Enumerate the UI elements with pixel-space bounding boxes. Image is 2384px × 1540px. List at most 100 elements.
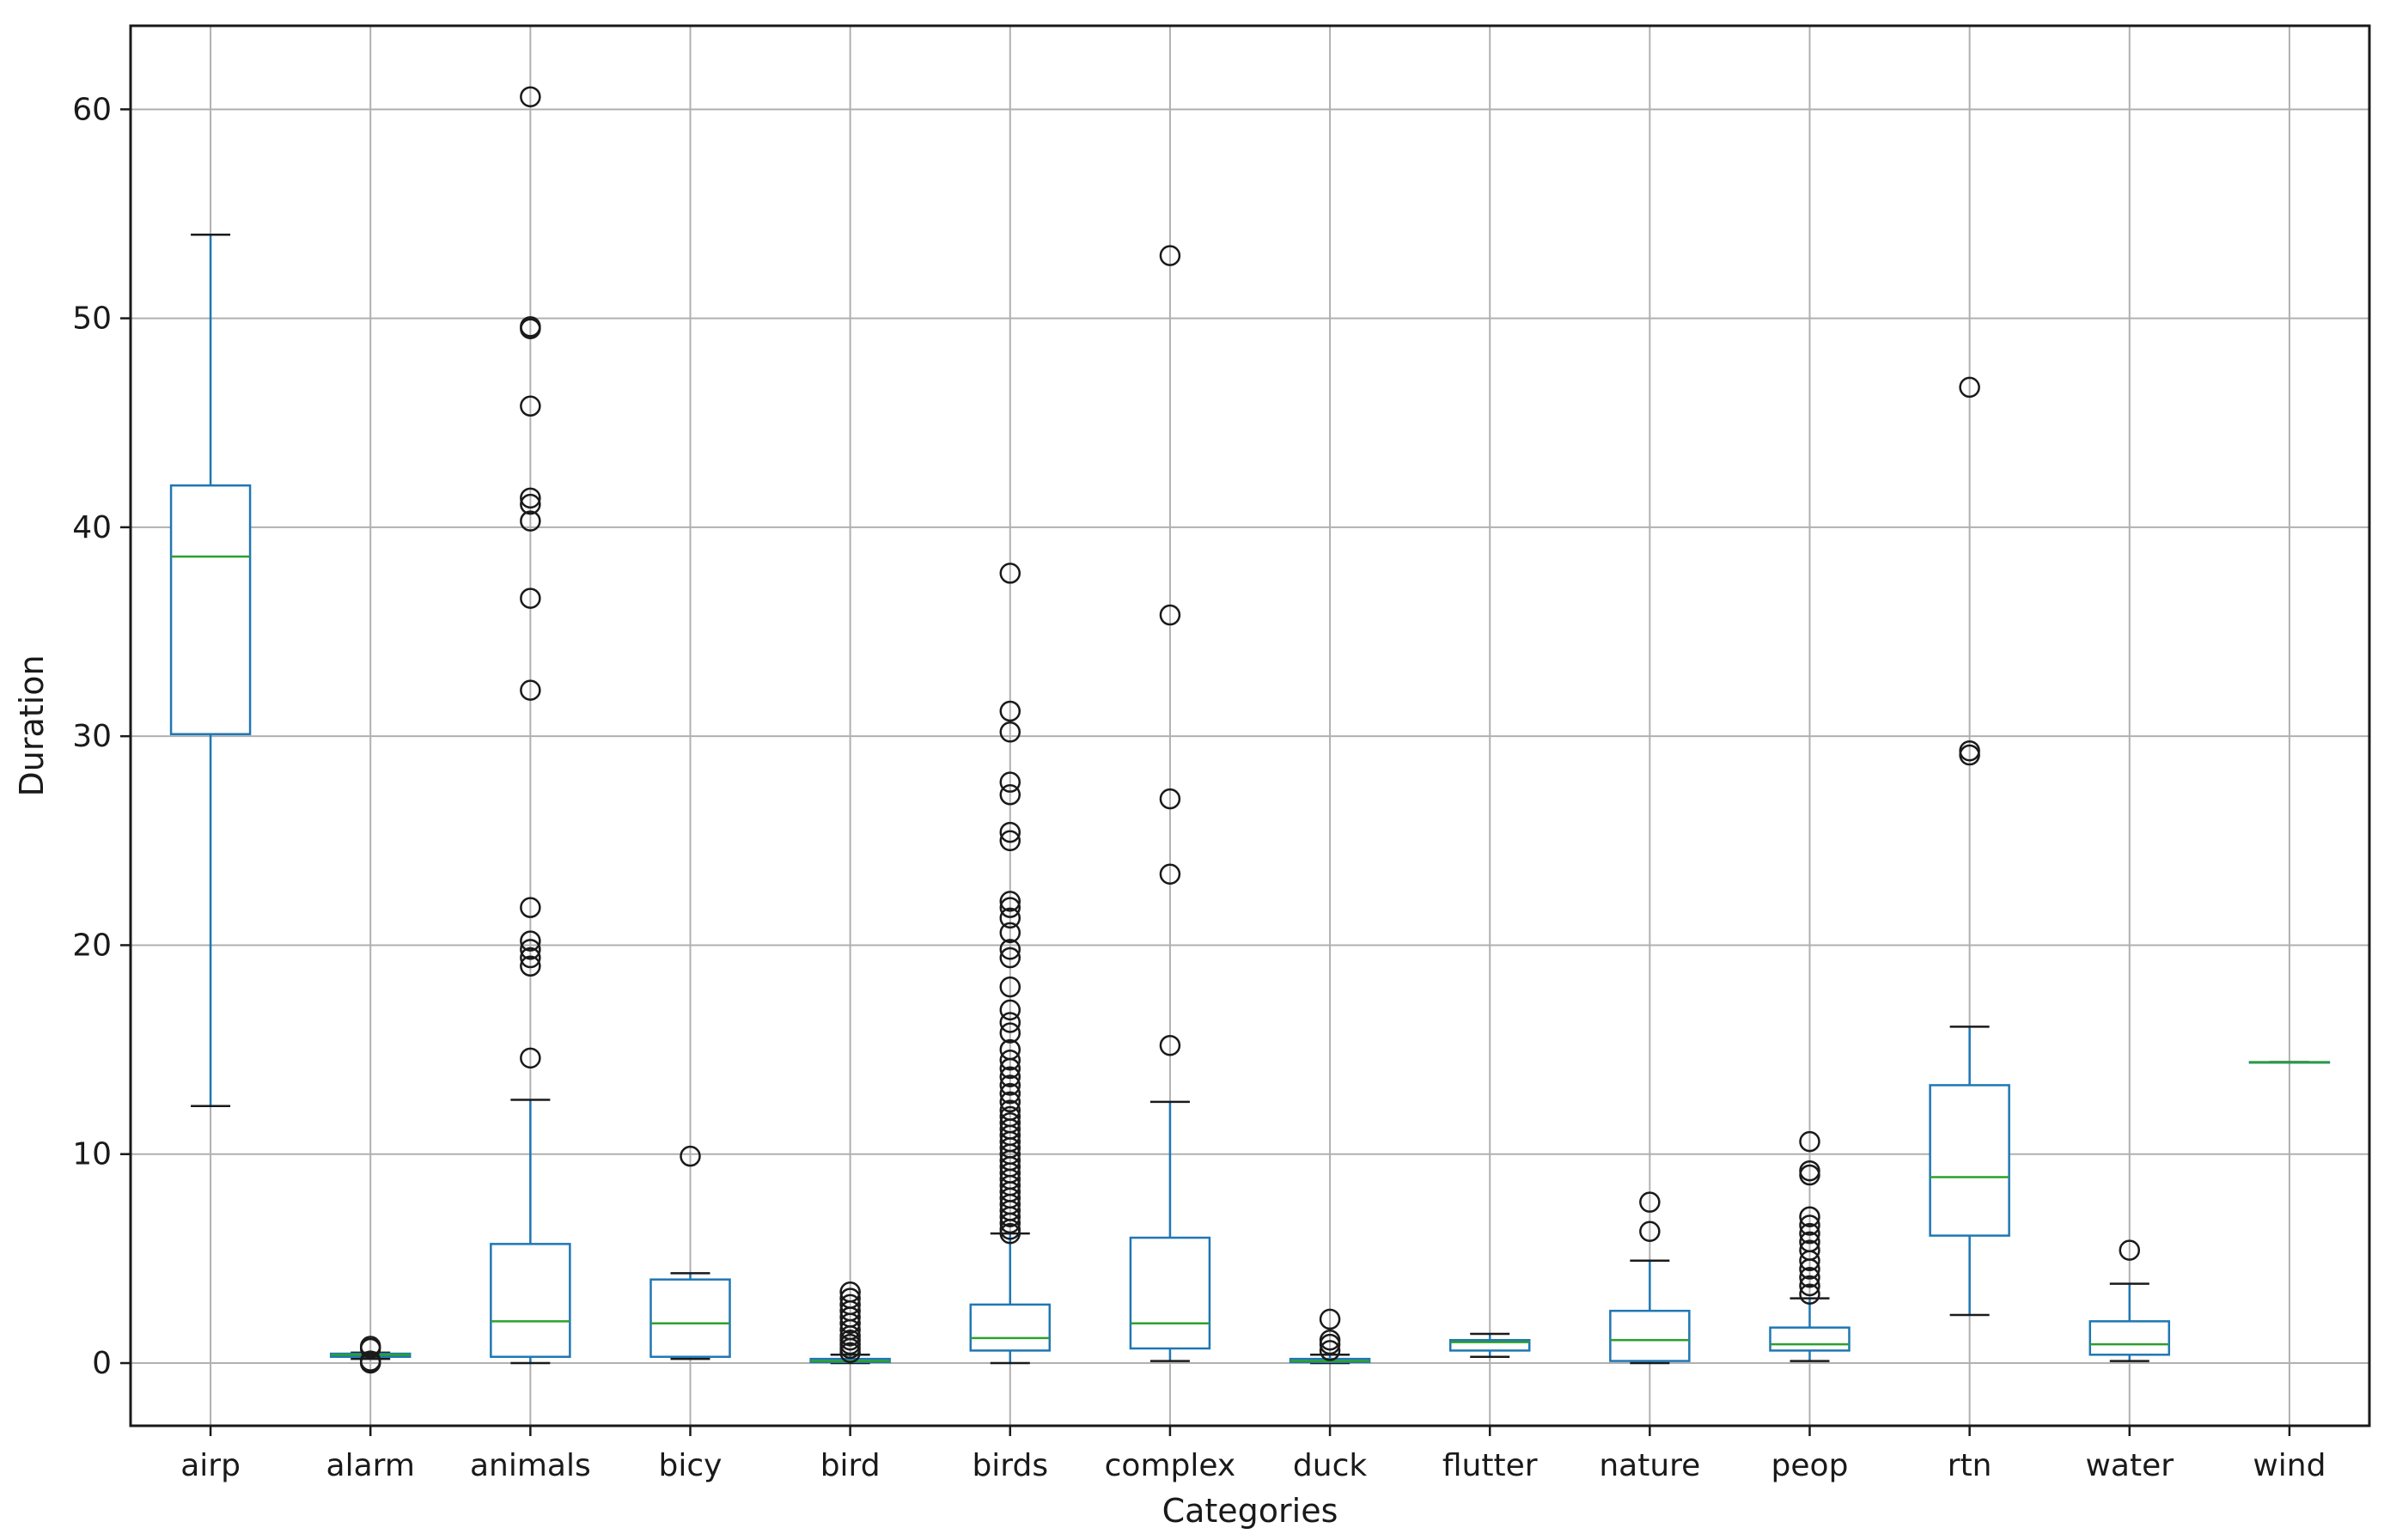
- outlier-point: [839, 1287, 861, 1309]
- outlier-point: [520, 947, 541, 969]
- outlier-point: [1799, 1275, 1820, 1297]
- outlier-point: [520, 587, 541, 609]
- box-body: [1129, 1236, 1211, 1350]
- y-tick-label: 40: [72, 510, 112, 545]
- outlier-point: [1319, 1340, 1341, 1361]
- outlier-point: [999, 1012, 1021, 1033]
- outlier-point: [520, 86, 541, 107]
- y-tick-label: 50: [72, 301, 112, 337]
- outlier-point: [999, 1050, 1021, 1071]
- plot-frame: [129, 24, 2371, 1427]
- outlier-point: [999, 1038, 1021, 1061]
- outlier-point: [999, 771, 1021, 793]
- x-tick-label: duck: [1293, 1448, 1367, 1483]
- outlier-point: [1799, 1283, 1820, 1305]
- outlier-point: [999, 1066, 1021, 1087]
- outlier-point: [999, 1082, 1021, 1105]
- box-body: [2088, 1320, 2171, 1356]
- x-tick-label: birds: [972, 1448, 1048, 1483]
- x-tick-label: peop: [1771, 1448, 1849, 1483]
- box-water: [2088, 1239, 2171, 1362]
- outlier-point: [839, 1281, 861, 1303]
- outlier-point: [1159, 788, 1181, 810]
- outlier-point: [999, 1099, 1021, 1121]
- box-body: [1929, 1084, 2010, 1237]
- x-tick-label: animals: [470, 1448, 591, 1483]
- outlier-point: [359, 1350, 381, 1372]
- outlier-point: [1799, 1267, 1820, 1288]
- outlier-point: [999, 999, 1021, 1021]
- outlier-point: [520, 510, 541, 532]
- box-body: [1609, 1309, 1691, 1362]
- box-body: [649, 1278, 731, 1358]
- outlier-point: [999, 700, 1021, 722]
- outlier-point: [999, 897, 1021, 918]
- outlier-point: [999, 830, 1021, 852]
- x-tick-label: nature: [1599, 1448, 1700, 1483]
- outlier-point: [520, 897, 541, 918]
- outlier-point: [520, 679, 541, 701]
- outlier-point: [520, 493, 541, 515]
- outlier-point: [520, 939, 541, 960]
- y-tick-label: 20: [72, 928, 112, 963]
- outlier-point: [839, 1293, 861, 1316]
- outlier-point: [999, 1022, 1021, 1044]
- x-tick-label: water: [2085, 1448, 2174, 1483]
- outlier-point: [520, 395, 541, 417]
- outlier-point: [1799, 1160, 1820, 1182]
- box-layer: [169, 86, 2331, 1374]
- outlier-point: [999, 1105, 1021, 1128]
- box-body: [169, 484, 252, 735]
- y-tick-label: 0: [92, 1346, 112, 1381]
- outlier-point: [520, 487, 541, 509]
- box-complex: [1129, 245, 1211, 1362]
- y-axis-label: Duration: [13, 654, 51, 796]
- outlier-point: [999, 563, 1021, 584]
- outlier-point: [999, 976, 1021, 998]
- outlier-point: [999, 947, 1021, 969]
- outlier-point: [1319, 1330, 1341, 1351]
- outlier-point: [1159, 245, 1181, 266]
- y-tick-label: 10: [72, 1137, 112, 1172]
- x-tick-label: airp: [180, 1448, 241, 1483]
- outlier-point: [1639, 1220, 1661, 1242]
- outlier-point: [999, 907, 1021, 929]
- outlier-point: [2119, 1239, 2141, 1261]
- outlier-point: [1799, 1214, 1820, 1236]
- x-tick-label: flutter: [1442, 1448, 1538, 1483]
- box-bird: [809, 1281, 891, 1365]
- outlier-point: [680, 1145, 701, 1167]
- outlier-point: [999, 821, 1021, 843]
- outlier-point: [999, 784, 1021, 806]
- outlier-point: [1319, 1308, 1341, 1330]
- box-birds: [969, 563, 1052, 1365]
- box-body: [969, 1303, 1052, 1352]
- outlier-point: [999, 1074, 1021, 1096]
- outlier-point: [1159, 863, 1181, 885]
- box-duck: [1289, 1308, 1371, 1365]
- box-body: [1769, 1326, 1850, 1352]
- outlier-point: [1959, 376, 1980, 399]
- y-tick-label: 30: [72, 719, 112, 754]
- box-airp: [169, 234, 252, 1108]
- outlier-point: [1799, 1222, 1820, 1245]
- box-flutter: [1448, 1332, 1531, 1358]
- x-tick-label: bird: [820, 1448, 881, 1483]
- outlier-point: [359, 1336, 381, 1357]
- outlier-point: [999, 891, 1021, 912]
- outlier-point: [1959, 740, 1980, 762]
- box-rtn: [1929, 376, 2010, 1317]
- outlier-point: [520, 1047, 541, 1069]
- x-tick-label: rtn: [1948, 1448, 1992, 1483]
- outlier-point: [1799, 1130, 1820, 1153]
- box-peop: [1769, 1130, 1850, 1362]
- x-tick-label: bicy: [659, 1448, 723, 1483]
- outlier-point: [520, 955, 541, 977]
- outlier-point: [520, 930, 541, 952]
- tick-layer: 0 10 20 30 40 50 60 airp alarm animals bicy bird bir…: [72, 92, 2326, 1483]
- box-wind: [2248, 1061, 2331, 1064]
- outlier-point: [520, 316, 541, 338]
- y-tick-label: 60: [72, 92, 112, 127]
- x-tick-label: alarm: [326, 1448, 415, 1483]
